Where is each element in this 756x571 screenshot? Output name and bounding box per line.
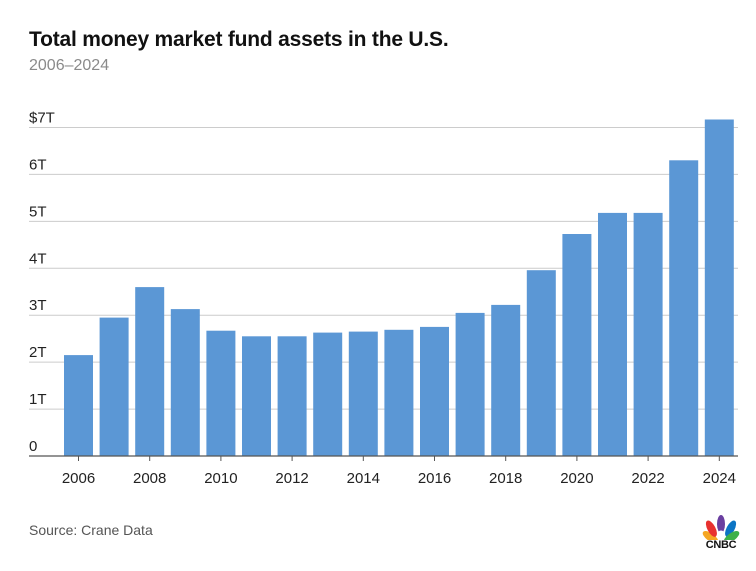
bar-2021 <box>598 212 627 456</box>
bar-2011 <box>242 336 271 456</box>
y-tick-label: 0 <box>29 438 37 455</box>
bar-2016 <box>420 326 449 456</box>
cnbc-wordmark: CNBC <box>705 539 737 551</box>
y-tick-label: 4T <box>29 250 47 267</box>
source-note: Source: Crane Data <box>29 522 153 538</box>
y-tick-label: 6T <box>29 156 47 173</box>
bar-2014 <box>348 331 378 456</box>
bar-2019 <box>526 270 556 456</box>
bar-2020 <box>562 234 592 456</box>
y-tick-label: 1T <box>29 391 47 408</box>
chart-title: Total money market fund assets in the U.… <box>29 28 449 51</box>
peacock-icon <box>702 515 740 544</box>
x-tick-label: 2016 <box>418 470 451 487</box>
chart-subtitle: 2006–2024 <box>29 57 110 74</box>
x-tick-label: 2024 <box>703 470 736 487</box>
x-tick-label: 2020 <box>560 470 593 487</box>
x-tick-label: 2008 <box>133 470 166 487</box>
x-tick-label: 2012 <box>275 470 308 487</box>
x-tick-label: 2006 <box>62 470 95 487</box>
bar-2015 <box>384 329 414 456</box>
bar-2013 <box>313 332 343 456</box>
x-tick-label: 2018 <box>489 470 522 487</box>
bar-2024 <box>704 119 734 456</box>
y-tick-label: 5T <box>29 203 47 220</box>
cnbc-logo: CNBC <box>701 514 741 554</box>
bar-2012 <box>277 336 307 456</box>
bar-2009 <box>170 309 200 456</box>
y-tick-label: $7T <box>29 110 55 127</box>
y-tick-label: 3T <box>29 297 47 314</box>
x-tick-label: 2022 <box>631 470 664 487</box>
bar-2017 <box>455 312 485 456</box>
bar-2018 <box>491 304 521 456</box>
x-tick-label: 2010 <box>204 470 237 487</box>
bar-2010 <box>206 330 236 456</box>
x-tick-label: 2014 <box>347 470 380 487</box>
bar-2023 <box>669 160 699 457</box>
bar-2007 <box>99 317 129 456</box>
bars <box>64 119 734 457</box>
bar-2022 <box>633 212 663 456</box>
y-tick-label: 2T <box>29 344 47 361</box>
axes: 0 1T 2T 3T 4T 5T 6T $7T 2006 2008 2010 2012 2014 2016… <box>29 110 738 487</box>
bar-2008 <box>135 287 165 456</box>
bar-2006 <box>64 355 93 456</box>
